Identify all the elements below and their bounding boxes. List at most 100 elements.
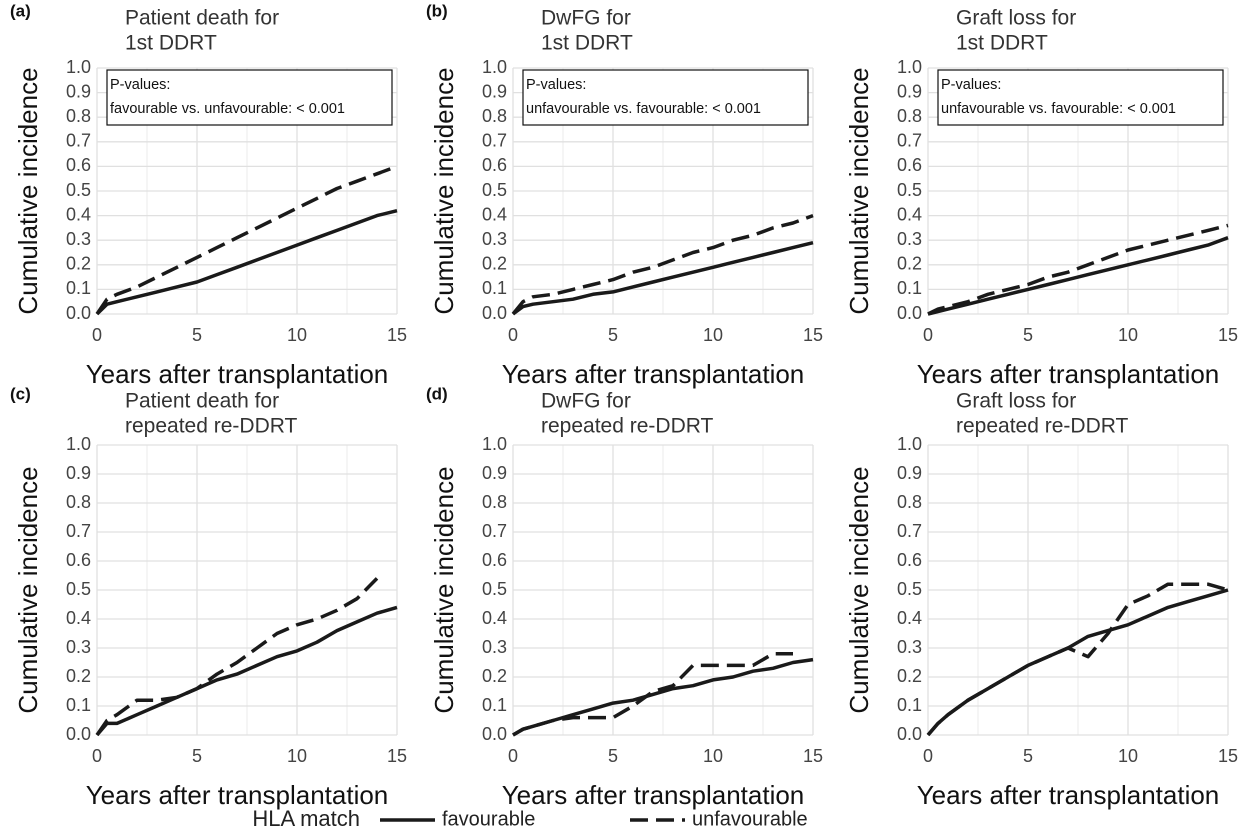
y-tick-label: 0.1 [897,278,922,298]
panel-label: (c) [10,384,31,403]
y-tick-label: 0.4 [482,204,507,224]
y-tick-label: 0.5 [897,579,922,599]
annotation-text: favourable vs. unfavourable: < 0.001 [110,101,345,117]
x-tick-label: 10 [287,746,307,766]
y-tick-label: 0.0 [482,303,507,323]
y-axis-label: Cumulative incidence [844,67,874,314]
annotation-box [937,69,1224,126]
y-tick-label: 0.1 [897,695,922,715]
y-tick-label: 1.0 [482,434,507,454]
panel-title: repeated re-DDRT [125,415,298,438]
panel-title: DwFG for [541,7,631,30]
annotation-box [106,69,393,126]
x-tick-label: 0 [923,746,933,766]
y-tick-label: 0.5 [897,180,922,200]
y-tick-label: 0.3 [897,229,922,249]
y-tick-label: 0.6 [66,155,91,175]
y-tick-label: 0.6 [897,155,922,175]
y-tick-label: 0.7 [66,521,91,541]
x-tick-label: 10 [287,325,307,345]
panel-title: Patient death for [125,390,279,413]
panel-title: Patient death for [125,7,279,30]
annotation-text: P-values: [110,77,170,93]
y-tick-label: 0.6 [66,550,91,570]
panel-label: (d) [426,384,448,403]
y-tick-label: 0.7 [897,521,922,541]
y-tick-label: 0.6 [482,550,507,570]
x-axis-label: Years after transplantation [502,780,805,810]
y-tick-label: 0.4 [482,608,507,628]
y-tick-label: 0.9 [66,463,91,483]
annotation-text: P-values: [526,77,586,93]
x-tick-label: 5 [1023,746,1033,766]
panel-title: 1st DDRT [956,32,1048,55]
y-tick-label: 0.9 [482,81,507,101]
y-tick-label: 1.0 [66,57,91,77]
y-tick-label: 0.5 [482,180,507,200]
y-tick-label: 0.1 [482,695,507,715]
panel-title: Graft loss for [956,7,1076,30]
y-tick-label: 0.7 [482,131,507,151]
y-axis-label: Cumulative incidence [429,67,459,314]
y-tick-label: 0.6 [482,155,507,175]
x-tick-label: 0 [508,746,518,766]
panel-title: repeated re-DDRT [956,415,1129,438]
y-tick-label: 0.0 [897,724,922,744]
x-tick-label: 5 [192,325,202,345]
series-line [95,605,398,737]
x-tick-label: 0 [923,325,933,345]
series-line [511,213,814,316]
x-tick-label: 15 [803,325,823,345]
annotation-text: unfavourable vs. favourable: < 0.001 [941,101,1176,117]
y-tick-label: 0.5 [482,579,507,599]
y-tick-label: 1.0 [66,434,91,454]
y-axis-label: Cumulative incidence [13,67,43,314]
y-tick-label: 0.5 [66,180,91,200]
y-tick-label: 0.4 [897,608,922,628]
y-tick-label: 0.5 [66,579,91,599]
y-tick-label: 0.8 [897,106,922,126]
x-tick-label: 5 [608,325,618,345]
x-tick-label: 0 [92,746,102,766]
x-tick-label: 10 [1118,325,1138,345]
y-tick-label: 0.0 [66,303,91,323]
y-tick-label: 0.1 [66,695,91,715]
x-tick-label: 5 [192,746,202,766]
y-tick-label: 0.1 [482,278,507,298]
x-tick-label: 5 [608,746,618,766]
y-tick-label: 0.9 [897,463,922,483]
x-tick-label: 15 [1218,746,1238,766]
x-axis-label: Years after transplantation [502,359,805,389]
y-tick-label: 0.7 [897,131,922,151]
x-axis-label: Years after transplantation [917,359,1220,389]
series-line [95,209,398,316]
x-tick-label: 15 [387,325,407,345]
y-tick-label: 0.9 [897,81,922,101]
y-tick-label: 0.8 [482,106,507,126]
y-tick-label: 0.0 [482,724,507,744]
x-tick-label: 10 [1118,746,1138,766]
y-tick-label: 0.3 [66,229,91,249]
y-tick-label: 0.4 [66,204,91,224]
y-tick-label: 0.7 [66,131,91,151]
y-tick-label: 1.0 [482,57,507,77]
y-tick-label: 0.4 [66,608,91,628]
legend-label: unfavourable [692,808,808,830]
y-tick-label: 0.9 [482,463,507,483]
y-tick-label: 0.3 [66,637,91,657]
legend-label: favourable [442,808,535,830]
y-tick-label: 0.9 [66,81,91,101]
series-line [511,241,814,316]
x-tick-label: 10 [703,746,723,766]
panel-title: 1st DDRT [125,32,217,55]
y-tick-label: 0.3 [482,637,507,657]
x-axis-label: Years after transplantation [86,359,389,389]
y-tick-label: 0.8 [897,492,922,512]
series-line [95,164,398,315]
legend-title: HLA match [252,806,360,831]
series-line [512,652,793,737]
y-tick-label: 0.2 [482,254,507,274]
y-tick-label: 0.8 [482,492,507,512]
